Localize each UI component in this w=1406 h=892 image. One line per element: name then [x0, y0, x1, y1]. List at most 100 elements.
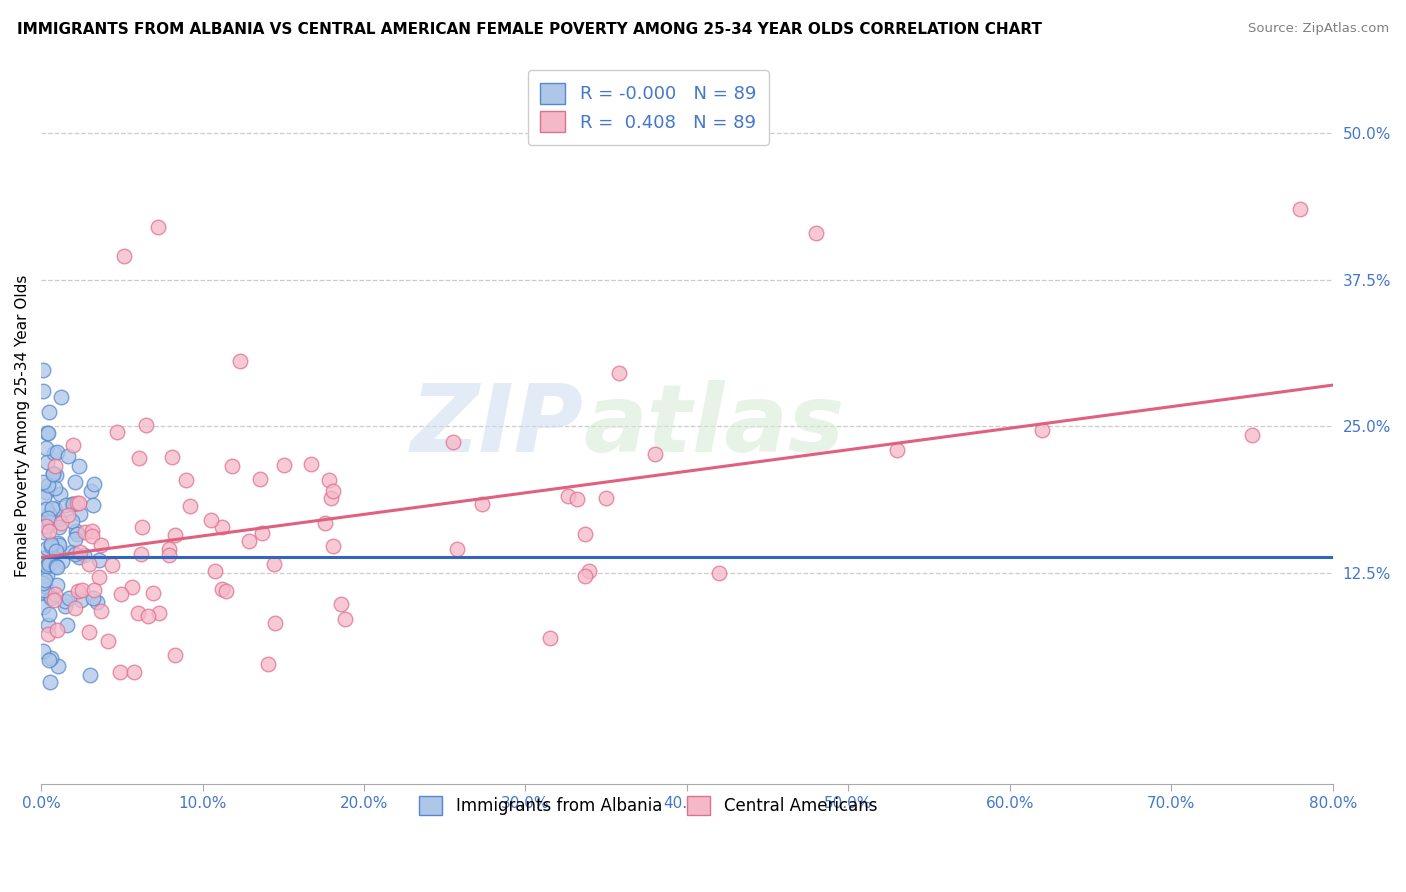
Y-axis label: Female Poverty Among 25-34 Year Olds: Female Poverty Among 25-34 Year Olds — [15, 275, 30, 577]
Point — [62, 438, 84, 452]
Point — [46, 577, 69, 591]
Point — [46, 623, 69, 637]
Point — [37, 568, 59, 582]
Point — [121, 580, 143, 594]
Point — [31, 562, 53, 576]
Point — [264, 615, 287, 630]
Point — [38, 507, 60, 521]
Point — [69, 545, 91, 559]
Point — [39, 516, 62, 531]
Point — [557, 489, 579, 503]
Point — [37, 426, 59, 441]
Point — [471, 497, 494, 511]
Point — [34, 579, 56, 593]
Point — [165, 528, 187, 542]
Point — [44, 482, 66, 496]
Point — [46, 536, 69, 550]
Point — [1241, 428, 1264, 442]
Point — [329, 597, 352, 611]
Point — [322, 539, 344, 553]
Point — [229, 353, 252, 368]
Point — [322, 484, 344, 499]
Point — [63, 475, 86, 490]
Point — [179, 499, 201, 513]
Point — [211, 520, 233, 534]
Point — [39, 651, 62, 665]
Point — [58, 591, 80, 605]
Point — [38, 554, 60, 568]
Point — [32, 525, 55, 540]
Point — [1031, 423, 1053, 437]
Point — [67, 496, 90, 510]
Text: atlas: atlas — [583, 380, 845, 472]
Point — [39, 539, 62, 553]
Point — [44, 501, 66, 516]
Point — [37, 425, 59, 440]
Point — [314, 516, 336, 530]
Point — [129, 547, 152, 561]
Text: IMMIGRANTS FROM ALBANIA VS CENTRAL AMERICAN FEMALE POVERTY AMONG 25-34 YEAR OLDS: IMMIGRANTS FROM ALBANIA VS CENTRAL AMERI… — [17, 22, 1042, 37]
Point — [1289, 202, 1312, 217]
Point — [221, 458, 243, 473]
Point — [42, 466, 65, 480]
Point — [257, 657, 280, 671]
Point — [77, 624, 100, 639]
Point — [34, 556, 56, 570]
Point — [70, 593, 93, 607]
Point — [48, 512, 70, 526]
Point — [321, 491, 343, 505]
Point — [31, 600, 53, 615]
Point — [110, 587, 132, 601]
Point — [157, 548, 180, 562]
Point — [148, 606, 170, 620]
Point — [35, 541, 58, 555]
Point — [45, 560, 67, 574]
Point — [131, 520, 153, 534]
Point — [318, 473, 340, 487]
Point — [82, 529, 104, 543]
Point — [35, 455, 58, 469]
Point — [35, 501, 58, 516]
Point — [578, 565, 600, 579]
Point — [60, 514, 83, 528]
Point — [127, 606, 149, 620]
Point — [38, 607, 60, 621]
Point — [299, 457, 322, 471]
Point — [31, 475, 53, 489]
Point — [65, 524, 87, 538]
Point — [60, 545, 83, 559]
Point — [75, 524, 97, 539]
Point — [38, 555, 60, 569]
Point — [53, 599, 76, 613]
Point — [67, 458, 90, 473]
Point — [886, 442, 908, 457]
Point — [45, 559, 67, 574]
Point — [56, 450, 79, 464]
Point — [72, 583, 94, 598]
Point — [37, 626, 59, 640]
Point — [39, 674, 62, 689]
Point — [45, 468, 67, 483]
Point — [135, 417, 157, 432]
Point — [108, 665, 131, 680]
Point — [66, 584, 89, 599]
Point — [609, 366, 631, 380]
Point — [41, 467, 63, 482]
Point — [65, 600, 87, 615]
Point — [66, 496, 89, 510]
Point — [79, 667, 101, 681]
Point — [56, 508, 79, 523]
Point — [250, 525, 273, 540]
Point — [31, 644, 53, 658]
Point — [32, 583, 55, 598]
Point — [46, 659, 69, 673]
Point — [82, 498, 104, 512]
Point — [60, 497, 83, 511]
Point — [567, 491, 589, 506]
Point — [42, 593, 65, 607]
Point — [80, 483, 103, 498]
Point — [45, 445, 67, 459]
Point — [41, 501, 63, 516]
Point — [39, 537, 62, 551]
Point — [215, 584, 238, 599]
